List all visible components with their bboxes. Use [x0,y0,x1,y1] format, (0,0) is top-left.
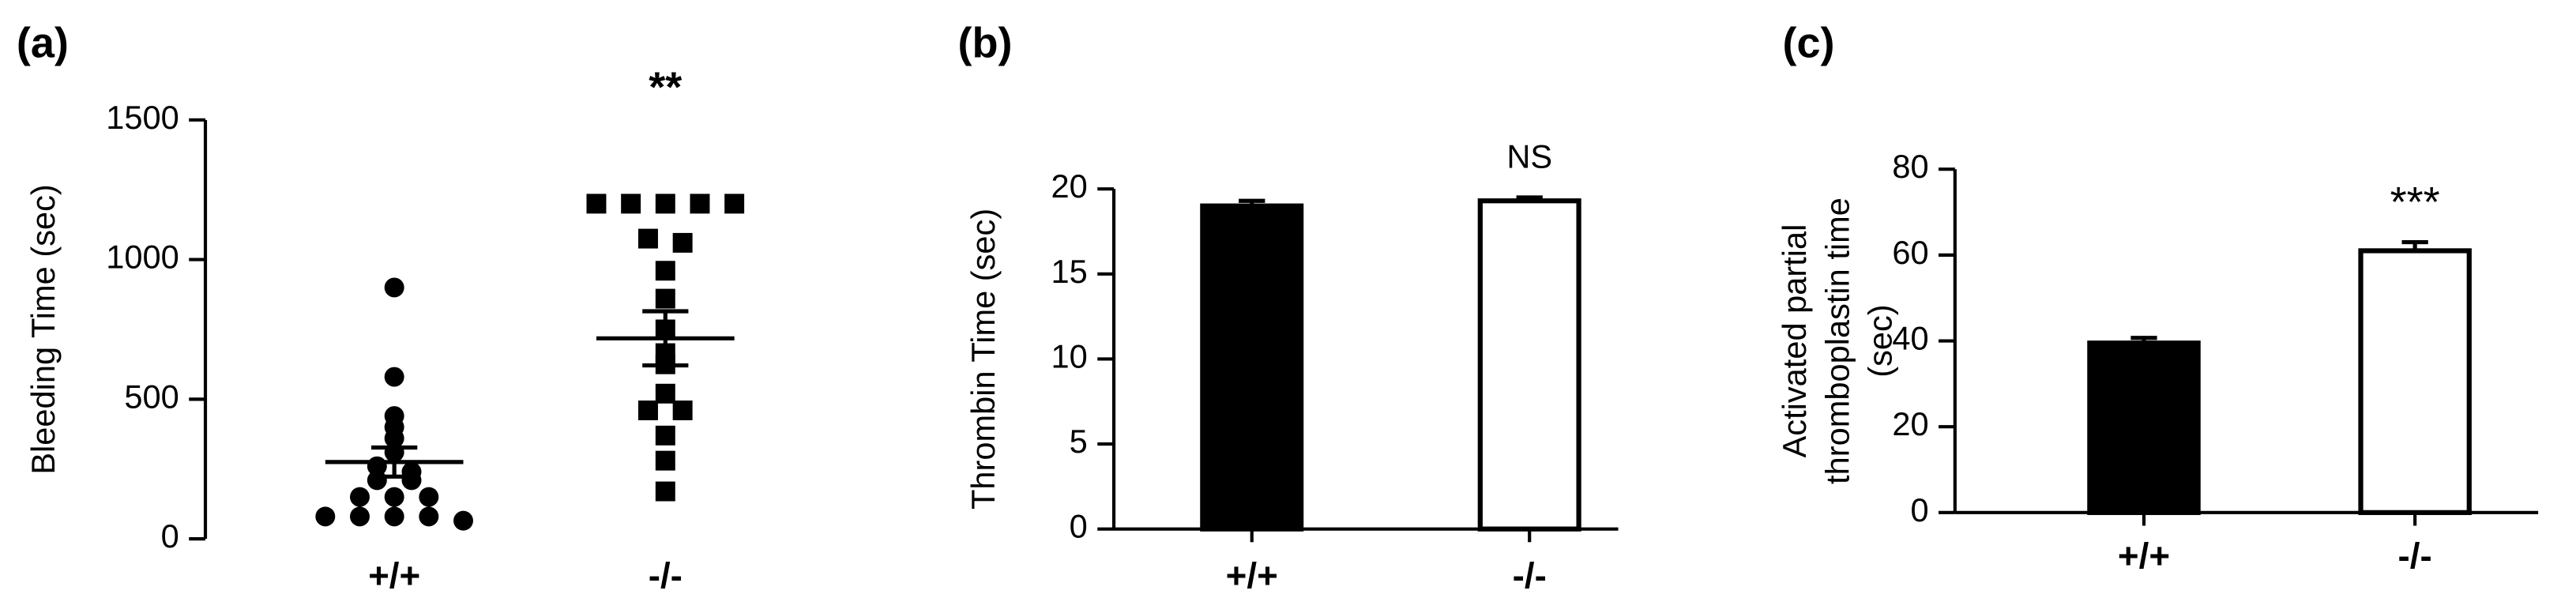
data-point [637,401,658,420]
data-point [655,288,675,309]
bar [1200,203,1304,532]
annotation: *** [2390,179,2440,226]
data-point [419,487,439,507]
data-point [401,470,422,491]
data-point [384,487,404,507]
y-tick-label: 0 [161,517,179,555]
data-point [621,194,641,214]
data-point [367,470,387,491]
x-tick-label: -/- [649,555,683,596]
data-point [655,481,675,502]
y-axis-title: (sec) [1861,304,1898,377]
y-tick-label: 0 [1910,491,1928,528]
panel-label: (a) [17,20,69,67]
data-point [350,487,370,507]
y-axis-title: Thrombin Time (sec) [965,209,1002,510]
panel-label: (c) [1782,20,1834,67]
data-point [637,228,658,249]
data-point [724,194,745,214]
sem-bar [642,309,689,368]
data-point [384,277,404,298]
data-point [586,194,607,214]
data-point [315,506,336,527]
data-point [655,194,675,214]
y-tick-label: 1500 [106,99,179,136]
data-point [690,194,710,214]
data-point [384,506,404,527]
bar [1477,198,1581,532]
x-tick-label: +/+ [368,555,420,596]
y-tick-label: 500 [124,378,179,415]
data-point [384,428,404,449]
panel-label: (b) [957,20,1012,67]
y-axis-title: thromboplastin time [1818,197,1856,484]
x-tick-label: -/- [1513,555,1547,596]
data-point [655,425,675,446]
x-tick-label: +/+ [1226,555,1278,596]
y-axis-title: Activated partial [1776,224,1813,458]
y-tick-label: 40 [1892,320,1928,357]
data-point [655,383,675,404]
bar [2358,248,2472,515]
y-tick-label: 20 [1892,405,1928,442]
x-tick-label: +/+ [2118,536,2170,576]
x-tick-label: -/- [2398,536,2432,576]
y-tick-label: 60 [1892,234,1928,271]
annotation: ** [649,64,682,111]
y-tick-label: 5 [1070,423,1088,460]
data-point [655,261,675,281]
y-tick-label: 1000 [106,239,179,276]
data-point [453,510,473,531]
sem-bar [371,445,418,479]
data-point [655,450,675,471]
y-tick-label: 15 [1051,253,1088,290]
data-point [384,367,404,387]
data-point [672,232,693,253]
y-axis-title: Bleeding Time (sec) [24,184,62,474]
data-point [350,506,370,527]
data-point [672,401,693,420]
y-tick-label: 20 [1051,167,1088,205]
y-tick-label: 80 [1892,148,1928,185]
data-point [419,506,439,527]
annotation: NS [1506,138,1552,175]
y-tick-label: 0 [1070,508,1088,545]
bar [2087,340,2201,515]
y-tick-label: 10 [1051,337,1088,374]
